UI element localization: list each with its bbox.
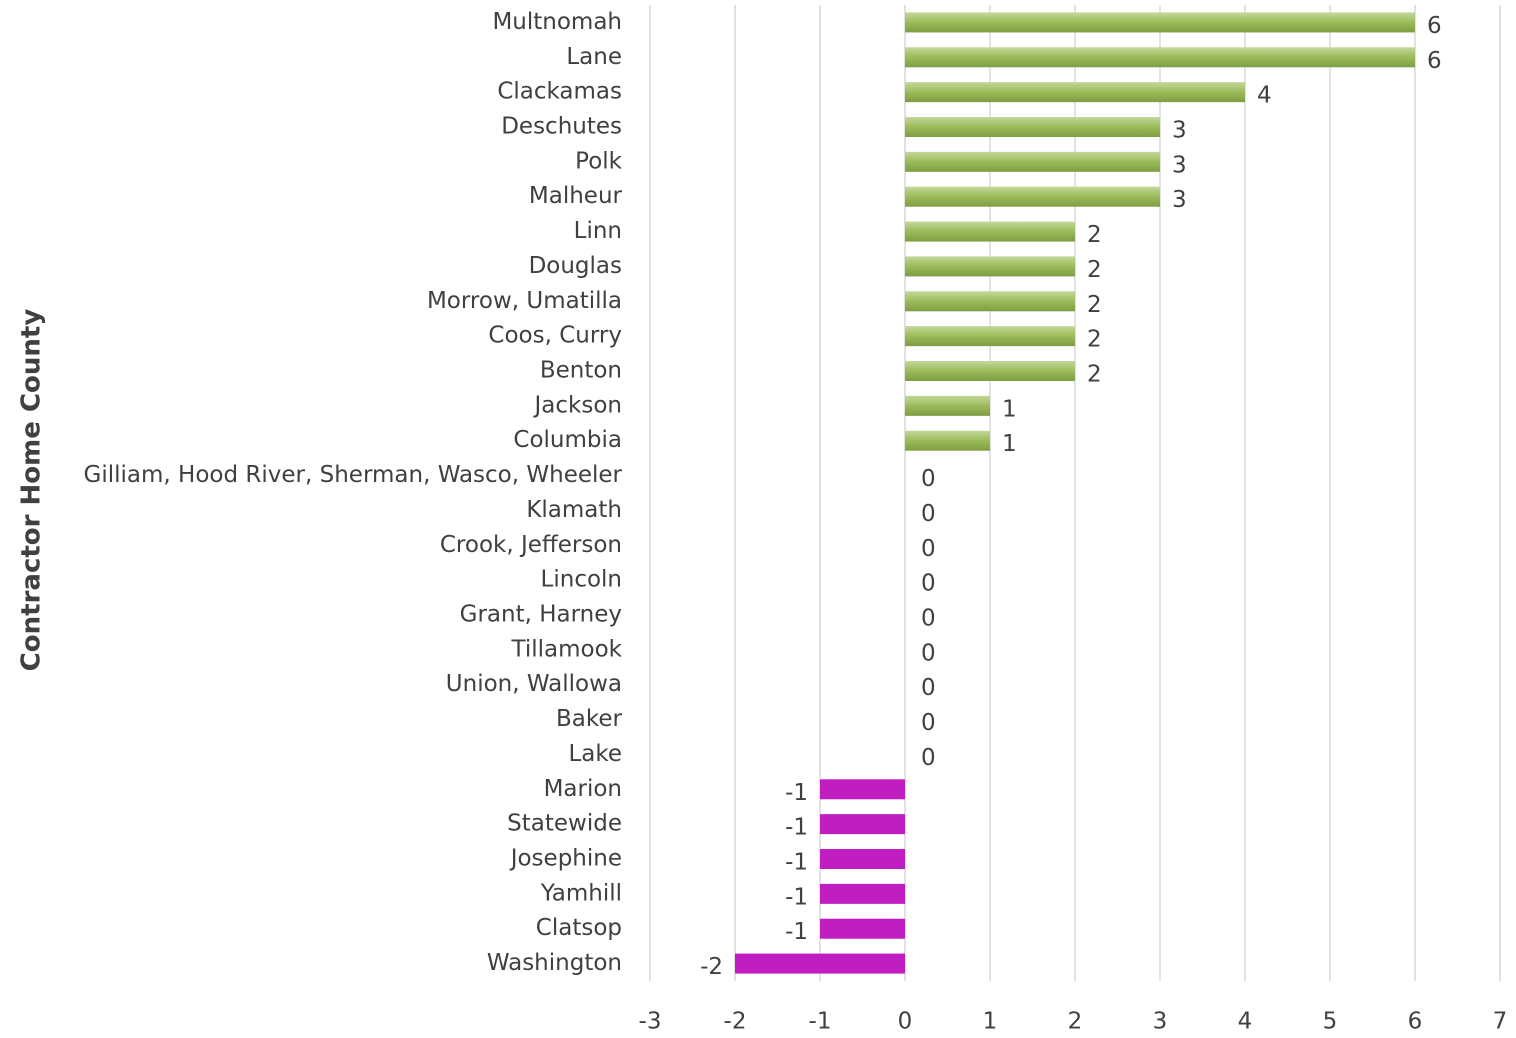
data-label: -1 — [785, 780, 808, 806]
data-label: 0 — [921, 536, 936, 562]
data-label: 0 — [921, 640, 936, 666]
bar — [905, 12, 1415, 33]
x-tick-label: 1 — [983, 1009, 998, 1035]
data-label: -2 — [700, 954, 723, 980]
data-label: 6 — [1427, 13, 1442, 39]
data-label: 6 — [1427, 48, 1442, 74]
data-label: 4 — [1257, 83, 1272, 109]
data-label: 2 — [1087, 327, 1102, 353]
bar — [820, 849, 905, 869]
y-tick-label: Grant, Harney — [460, 602, 622, 628]
y-tick-label: Benton — [540, 358, 622, 384]
bar — [905, 326, 1075, 347]
data-label: -1 — [785, 884, 808, 910]
y-tick-label: Tillamook — [511, 636, 623, 662]
data-label: 0 — [921, 466, 936, 492]
y-tick-label: Deschutes — [501, 114, 622, 140]
data-label: 3 — [1172, 152, 1187, 178]
y-tick-label: Coos, Curry — [488, 323, 622, 349]
data-label: 0 — [921, 571, 936, 597]
bar — [905, 47, 1415, 68]
data-label: 2 — [1087, 292, 1102, 318]
bar — [905, 291, 1075, 312]
data-label: 3 — [1172, 187, 1187, 213]
x-tick-label: -2 — [724, 1009, 747, 1035]
bar — [905, 82, 1245, 103]
data-label: 2 — [1087, 362, 1102, 388]
y-tick-label: Klamath — [526, 497, 622, 523]
y-tick-label: Marion — [544, 776, 622, 802]
x-tick-label: 3 — [1153, 1009, 1168, 1035]
bar — [905, 117, 1160, 137]
y-tick-label: Jackson — [533, 392, 622, 418]
bar — [905, 151, 1160, 172]
bar — [905, 361, 1075, 381]
data-label: 2 — [1087, 257, 1102, 283]
bar — [905, 186, 1160, 207]
data-label: 1 — [1002, 431, 1017, 457]
y-tick-label: Washington — [487, 950, 622, 976]
bar — [905, 430, 990, 451]
data-label: -1 — [785, 815, 808, 841]
y-axis-title: Contractor Home County — [17, 309, 47, 672]
y-tick-label: Malheur — [529, 183, 623, 209]
y-tick-label: Statewide — [507, 811, 622, 837]
data-label: 0 — [921, 675, 936, 701]
x-tick-label: 2 — [1068, 1009, 1083, 1035]
x-tick-label: -3 — [639, 1009, 662, 1035]
y-tick-label: Lane — [566, 44, 622, 70]
x-tick-label: 4 — [1238, 1009, 1253, 1035]
y-tick-label: Union, Wallowa — [446, 671, 622, 697]
y-tick-label: Linn — [574, 218, 622, 244]
x-tick-label: 0 — [898, 1009, 913, 1035]
y-tick-label: Yamhill — [540, 880, 622, 906]
bar — [735, 953, 905, 974]
y-tick-label: Lake — [568, 741, 622, 767]
y-tick-label: Douglas — [529, 253, 622, 279]
data-label: 0 — [921, 606, 936, 632]
bar — [905, 395, 990, 416]
bar — [905, 221, 1075, 242]
data-label: 0 — [921, 710, 936, 736]
x-tick-label: 6 — [1408, 1009, 1423, 1035]
data-label: 3 — [1172, 118, 1187, 144]
data-label: -1 — [785, 919, 808, 945]
bar — [820, 779, 905, 800]
y-tick-label: Baker — [556, 706, 623, 732]
x-tick-label: 5 — [1323, 1009, 1338, 1035]
bar — [820, 918, 905, 939]
bar — [905, 256, 1075, 277]
y-tick-label: Morrow, Umatilla — [427, 288, 622, 314]
y-tick-label: Clatsop — [536, 915, 622, 941]
bar — [820, 814, 905, 835]
y-tick-label: Gilliam, Hood River, Sherman, Wasco, Whe… — [84, 462, 623, 488]
y-tick-label: Lincoln — [541, 567, 622, 593]
data-label: 2 — [1087, 222, 1102, 248]
y-tick-label: Josephine — [509, 846, 622, 872]
x-tick-label: 7 — [1493, 1009, 1508, 1035]
y-tick-label: Columbia — [513, 427, 622, 453]
x-tick-label: -1 — [809, 1009, 832, 1035]
data-label: 0 — [921, 501, 936, 527]
data-label: -1 — [785, 850, 808, 876]
y-tick-label: Multnomah — [492, 9, 622, 35]
y-tick-label: Polk — [575, 148, 623, 174]
y-tick-label: Crook, Jefferson — [440, 532, 622, 558]
y-tick-label: Clackamas — [497, 79, 622, 105]
data-label: 1 — [1002, 396, 1017, 422]
bar — [820, 883, 905, 904]
data-label: 0 — [921, 745, 936, 771]
